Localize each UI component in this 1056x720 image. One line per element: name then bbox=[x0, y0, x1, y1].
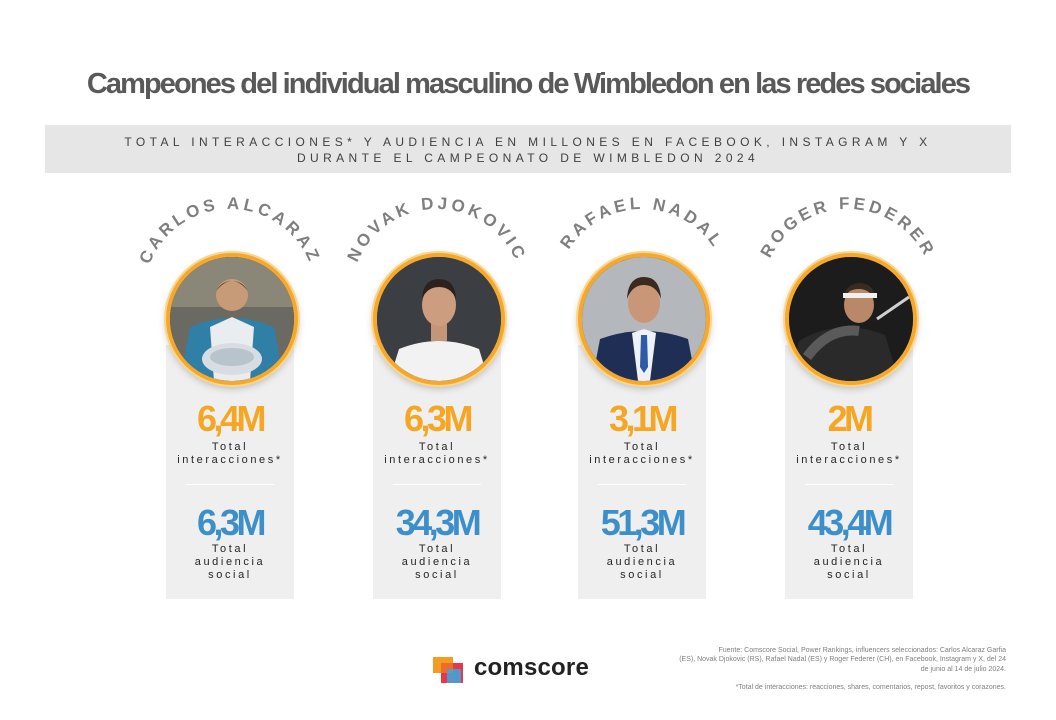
audience-label-line: social bbox=[208, 569, 252, 581]
audience-label-line: social bbox=[415, 569, 459, 581]
player-photo-djokovic bbox=[373, 253, 505, 385]
interactions-label-line: Total bbox=[623, 441, 661, 453]
card-divider bbox=[393, 484, 481, 485]
player-photo-alcaraz bbox=[166, 253, 298, 385]
subtitle-banner: TOTAL INTERACCIONES* Y AUDIENCIA EN MILL… bbox=[45, 125, 1011, 173]
audience-value-federer: 43,4M bbox=[807, 502, 894, 543]
audience-value-alcaraz: 6,3M bbox=[196, 502, 267, 543]
audience-label-djokovic: Total audiencia social bbox=[337, 543, 537, 582]
interactions-label-nadal: Total interacciones* bbox=[542, 441, 742, 467]
player-card-federer bbox=[785, 345, 913, 599]
player-name-djokovic: NOVAK DJOKOVIC bbox=[343, 194, 526, 265]
audience-label-line: audiencia bbox=[813, 556, 885, 568]
interactions-label-line: interacciones* bbox=[384, 454, 490, 466]
subtitle-line-2: DURANTE EL CAMPEONATO DE WIMBLEDON 2024 bbox=[296, 151, 760, 165]
audience-label-federer: Total audiencia social bbox=[749, 543, 949, 582]
interactions-label-line: Total bbox=[830, 441, 868, 453]
source-line: Fuente: Comscore Social, Power Rankings,… bbox=[718, 647, 1006, 654]
audience-label-line: Total bbox=[418, 543, 456, 555]
player-name-nadal: RAFAEL NADAL bbox=[556, 194, 724, 252]
audience-value-djokovic: 34,3M bbox=[395, 502, 482, 543]
interactions-label-line: interacciones* bbox=[589, 454, 695, 466]
audience-label-line: audiencia bbox=[194, 556, 266, 568]
audience-label-line: Total bbox=[623, 543, 661, 555]
audience-label-alcaraz: Total audiencia social bbox=[130, 543, 330, 582]
page-title: Campeones del individual masculino de Wi… bbox=[86, 68, 971, 100]
audience-label-line: audiencia bbox=[401, 556, 473, 568]
footnote: *Total de interacciones: reacciones, sha… bbox=[735, 684, 1006, 691]
interactions-value-nadal: 3,1M bbox=[608, 398, 679, 439]
interactions-value-federer: 2M bbox=[827, 398, 874, 439]
player-photo-nadal bbox=[578, 253, 710, 385]
comscore-logo-icon bbox=[433, 657, 463, 683]
interactions-label-line: Total bbox=[418, 441, 456, 453]
comscore-logo-text: comscore bbox=[474, 654, 589, 681]
player-card-nadal bbox=[578, 345, 706, 599]
interactions-label-line: Total bbox=[211, 441, 249, 453]
audience-label-line: Total bbox=[211, 543, 249, 555]
audience-label-line: social bbox=[827, 569, 871, 581]
audience-label-nadal: Total audiencia social bbox=[542, 543, 742, 582]
svg-text:RAFAEL NADAL: RAFAEL NADAL bbox=[556, 194, 727, 252]
card-divider bbox=[598, 484, 686, 485]
audience-label-line: audiencia bbox=[606, 556, 678, 568]
player-photo-federer bbox=[785, 253, 917, 385]
audience-label-line: social bbox=[620, 569, 664, 581]
interactions-label-federer: Total interacciones* bbox=[749, 441, 949, 467]
card-divider bbox=[186, 484, 274, 485]
player-card-djokovic bbox=[373, 345, 501, 599]
card-divider bbox=[805, 484, 893, 485]
player-card-alcaraz bbox=[166, 345, 294, 599]
player-name-federer: ROGER FEDERER bbox=[757, 194, 936, 261]
interactions-label-line: interacciones* bbox=[177, 454, 283, 466]
svg-text:ROGER FEDERER: ROGER FEDERER bbox=[757, 194, 940, 261]
interactions-value-alcaraz: 6,4M bbox=[196, 398, 267, 439]
audience-value-nadal: 51,3M bbox=[600, 502, 687, 543]
interactions-label-alcaraz: Total interacciones* bbox=[130, 441, 330, 467]
interactions-label-djokovic: Total interacciones* bbox=[337, 441, 537, 467]
interactions-label-line: interacciones* bbox=[796, 454, 902, 466]
interactions-value-djokovic: 6,3M bbox=[403, 398, 474, 439]
source-line: (ES), Novak Djokovic (RS), Rafael Nadal … bbox=[679, 656, 1006, 664]
source-note: Fuente: Comscore Social, Power Rankings,… bbox=[622, 646, 1006, 674]
audience-label-line: Total bbox=[830, 543, 868, 555]
subtitle-line-1: TOTAL INTERACCIONES* Y AUDIENCIA EN MILL… bbox=[124, 135, 932, 149]
source-line: de junio al 14 de julio 2024. bbox=[920, 665, 1006, 673]
